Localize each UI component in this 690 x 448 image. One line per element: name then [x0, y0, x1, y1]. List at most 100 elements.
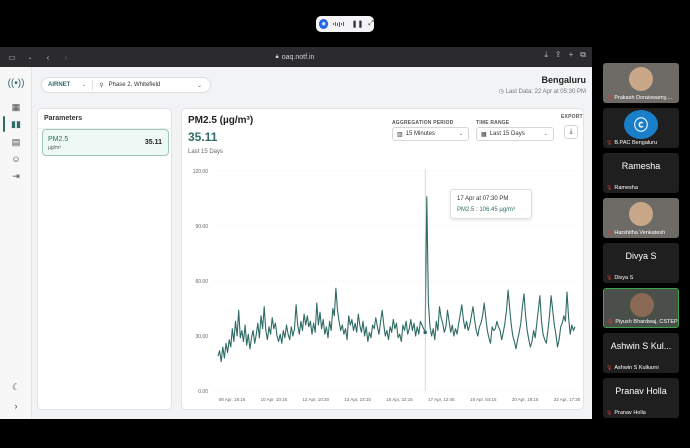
participant-name-text: Ashwin S Kulkarni: [614, 365, 659, 371]
forward-icon[interactable]: ›: [64, 52, 68, 62]
pause-icon[interactable]: ❚❚: [351, 21, 364, 28]
participant-name-text: B.PAC Bengaluru: [614, 140, 658, 146]
y-tick-label: 30.00: [195, 334, 208, 340]
last-data-timestamp: ◷ Last Data: 22 Apr at 05:30 PM: [499, 88, 586, 95]
new-tab-icon[interactable]: +: [568, 50, 574, 59]
participant-tile[interactable]: Divya S 🎙︎ Divya S: [603, 243, 679, 283]
time-range-value: Last 15 Days: [489, 131, 525, 137]
network-location-selector[interactable]: AIRNET ⌄ ⚲ Phase 2, Whitefield ⌄: [41, 77, 211, 93]
participant-name-text: Pranav Holla: [614, 410, 646, 416]
app: ((•)) ▦ ▮▮ ▤ ☺ ⇥ ☾ › AIRNET ⌄ ⚲ Phase 2,…: [0, 67, 592, 419]
x-tick-label: 15 Apr, 22:15: [386, 397, 413, 402]
screen-share-control[interactable]: ◉ ❚❚ ⤢: [316, 16, 374, 32]
time-range-label: TIME RANGE: [476, 120, 510, 126]
participant-name-text: Harshitha Venkatesh: [614, 230, 666, 236]
x-tick-label: 08 Apr, 18:15: [219, 397, 246, 402]
participant-display-name: Divya S: [625, 251, 657, 261]
chevron-down-icon: ⌄: [458, 131, 463, 137]
location-name[interactable]: Phase 2, Whitefield: [108, 82, 161, 88]
x-tick-label: 10 Apr, 10:15: [261, 397, 288, 402]
parameter-item-pm25[interactable]: PM2.5 µg/m³ 35.11: [42, 129, 169, 156]
user-icon[interactable]: ☺: [11, 154, 21, 164]
expand-icon[interactable]: ⤢: [368, 20, 374, 27]
chevron-down-icon: ⌄: [543, 131, 548, 137]
y-tick-label: 0.00: [198, 389, 208, 395]
share-icon[interactable]: ⇪: [554, 50, 562, 59]
address-bar[interactable]: 🔒︎ oaq.notf.in: [230, 51, 360, 63]
y-tick-label: 90.00: [195, 224, 208, 230]
chart-icon[interactable]: ▮▮: [11, 118, 21, 129]
parameter-unit: µg/m³: [48, 145, 61, 151]
download-icon: ⤓: [569, 128, 573, 135]
participant-name: 🎙︎ Pranav Holla: [606, 410, 678, 416]
mic-muted-icon: 🎙︎: [606, 185, 613, 191]
y-tick-label: 120.00: [193, 169, 209, 175]
mic-muted-icon: 🎙︎: [606, 275, 613, 281]
theme-toggle-icon[interactable]: ☾: [11, 381, 21, 392]
chevron-down-icon[interactable]: ⌄: [27, 54, 33, 61]
range-text: Last 15 Days: [188, 149, 224, 155]
active-indicator: [3, 116, 5, 132]
expand-rail-icon[interactable]: ›: [14, 401, 18, 411]
mic-muted-icon: 🎙︎: [606, 410, 613, 416]
participant-tile[interactable]: Ramesha 🎙︎ Ramesha: [603, 153, 679, 193]
aggregation-select[interactable]: ▥ 15 Minutes ⌄: [392, 127, 469, 141]
search-icon: ⚲: [99, 82, 104, 89]
aggregation-value: 15 Minutes: [405, 131, 436, 137]
participant-tile[interactable]: ⓒ 🎙︎ B.PAC Bengaluru: [603, 108, 679, 148]
sidebar-toggle-icon[interactable]: ▭: [8, 52, 16, 62]
participant-video: [630, 293, 654, 317]
audio-wave-icon: [333, 21, 346, 27]
participant-tile[interactable]: 🎙︎ Harshitha Venkatesh: [603, 198, 679, 238]
participant-video: [629, 202, 653, 226]
broadcast-logo-icon[interactable]: ((•)): [7, 77, 25, 89]
participant-tile[interactable]: Ashwin S Kul... 🎙︎ Ashwin S Kulkarni: [603, 333, 679, 373]
parameter-value: 35.11: [144, 139, 162, 146]
participant-name: 🎙︎ Harshitha Venkatesh: [606, 230, 678, 236]
divider: [38, 128, 171, 129]
download-icon[interactable]: ⤓: [544, 50, 548, 59]
calendar-icon: ▦: [481, 131, 487, 138]
document-icon[interactable]: ▤: [11, 136, 21, 147]
last-data-text: Last Data: 22 Apr at 05:30 PM: [505, 89, 586, 95]
chart-card: PM2.5 (µg/m³) 35.11 Last 15 Days AGGREGA…: [181, 108, 584, 410]
mic-muted-icon: 🎙︎: [606, 95, 613, 101]
city-info: Bengaluru ◷ Last Data: 22 Apr at 05:30 P…: [499, 75, 586, 95]
participant-name: 🎙︎ Piyush Bhardwaj, CSTEP: [607, 319, 678, 325]
map-icon[interactable]: ▦: [11, 101, 21, 112]
parameter-name: PM2.5: [48, 136, 69, 143]
chevron-down-icon: ⌄: [196, 82, 202, 89]
participant-name: 🎙︎ B.PAC Bengaluru: [606, 140, 678, 146]
current-value: 35.11: [188, 130, 218, 144]
participant-tile[interactable]: 🎙︎ Piyush Bhardwaj, CSTEP: [603, 288, 679, 328]
y-tick-label: 60.00: [195, 279, 208, 285]
export-button[interactable]: ⤓: [564, 125, 578, 139]
logout-icon[interactable]: ⇥: [12, 170, 20, 181]
line-chart: 0.00 30.00 60.00 90.00 120.00 08 Apr, 18:15 10…: [193, 169, 581, 402]
chart-title: PM2.5 (µg/m³): [188, 115, 254, 126]
participant-name: 🎙︎ Prakash Doraiswamy,...: [606, 95, 678, 101]
tabs-overview-icon[interactable]: ⧉: [580, 50, 586, 59]
x-tick-label: 22 Apr, 17:30: [554, 397, 581, 402]
x-tick-label: 13 Apr, 23:15: [344, 397, 371, 402]
network-name[interactable]: AIRNET: [48, 82, 71, 88]
participant-tile[interactable]: Pranav Holla 🎙︎ Pranav Holla: [603, 378, 679, 418]
participant-tile[interactable]: 🎙︎ Prakash Doraiswamy,...: [603, 63, 679, 103]
nav-rail: ((•)) ▦ ▮▮ ▤ ☺ ⇥ ☾ ›: [0, 67, 32, 419]
export-label: EXPORT: [561, 114, 583, 120]
x-tick-label: 17 Apr, 12:45: [428, 397, 455, 402]
mic-muted-icon: 🎙︎: [606, 365, 613, 371]
share-logo-icon: ◉: [319, 19, 329, 29]
organization-logo-icon: ⓒ: [624, 110, 658, 139]
x-tick-label: 20 Apr, 19:15: [512, 397, 539, 402]
back-icon[interactable]: ‹: [46, 52, 50, 62]
city-name: Bengaluru: [541, 75, 586, 85]
participant-name-text: Ramesha: [614, 185, 638, 191]
participant-name-text: Prakash Doraiswamy,...: [614, 95, 673, 101]
parameters-panel: Parameters PM2.5 µg/m³ 35.11: [37, 108, 172, 410]
participant-name: 🎙︎ Divya S: [606, 275, 678, 281]
participant-name: 🎙︎ Ramesha: [606, 185, 678, 191]
time-range-select[interactable]: ▦ Last 15 Days ⌄: [476, 127, 554, 141]
chevron-down-icon: ⌄: [82, 82, 87, 88]
hover-point: [423, 330, 427, 335]
